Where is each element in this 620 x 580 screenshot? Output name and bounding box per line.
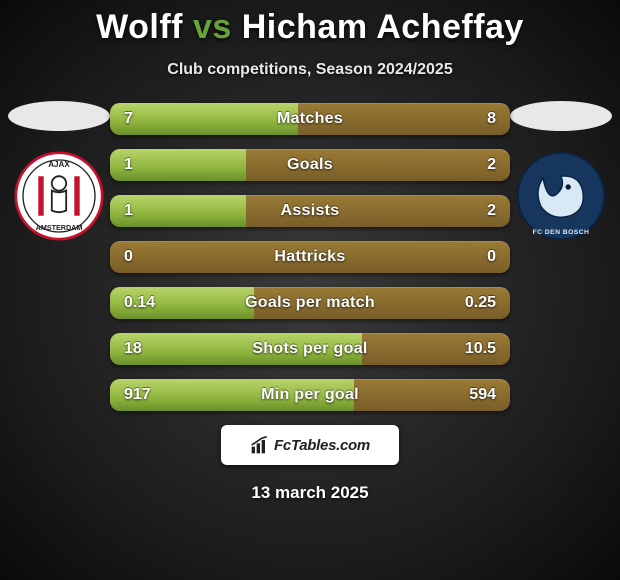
stat-label: Assists: [110, 195, 510, 227]
chart-icon: [250, 435, 270, 455]
stat-value-right: 0.25: [465, 287, 496, 319]
stat-value-right: 594: [469, 379, 496, 411]
player-right-name: Hicham Acheffay: [242, 8, 524, 46]
date-text: 13 march 2025: [0, 483, 620, 503]
stat-label: Hattricks: [110, 241, 510, 273]
subtitle: Club competitions, Season 2024/2025: [0, 61, 620, 79]
svg-text:FC DEN BOSCH: FC DEN BOSCH: [533, 229, 590, 236]
content-area: AMSTERDAM AJAX FC DEN BOSCH 7Matches8 1Go…: [0, 103, 620, 411]
stat-label: Goals: [110, 149, 510, 181]
player-left-name: Wolff: [96, 8, 183, 46]
stat-row: 18Shots per goal10.5: [110, 333, 510, 365]
fctables-text: FcTables.com: [274, 437, 370, 454]
stats-container: 7Matches8 1Goals2 1Assists2 0Hattricks0 0.14…: [110, 103, 510, 411]
den-bosch-crest-icon: FC DEN BOSCH: [516, 151, 606, 241]
ajax-crest-icon: AMSTERDAM AJAX: [14, 151, 104, 241]
stat-label: Shots per goal: [110, 333, 510, 365]
stat-value-right: 8: [487, 103, 496, 135]
vs-text: vs: [193, 8, 232, 46]
svg-text:AMSTERDAM: AMSTERDAM: [36, 223, 83, 232]
stat-value-right: 0: [487, 241, 496, 273]
stand-left: [8, 101, 110, 131]
stat-label: Matches: [110, 103, 510, 135]
stat-label: Min per goal: [110, 379, 510, 411]
stat-value-right: 2: [487, 195, 496, 227]
svg-text:AJAX: AJAX: [48, 160, 70, 169]
stat-row: 0.14Goals per match0.25: [110, 287, 510, 319]
stand-right: [510, 101, 612, 131]
stat-row: 1Assists2: [110, 195, 510, 227]
stat-row: 7Matches8: [110, 103, 510, 135]
stat-value-right: 2: [487, 149, 496, 181]
fctables-badge[interactable]: FcTables.com: [221, 425, 399, 465]
stat-label: Goals per match: [110, 287, 510, 319]
page-title: Wolff vs Hicham Acheffay: [0, 0, 620, 47]
stat-row: 917Min per goal594: [110, 379, 510, 411]
stat-value-right: 10.5: [465, 333, 496, 365]
stat-row: 1Goals2: [110, 149, 510, 181]
stat-row: 0Hattricks0: [110, 241, 510, 273]
